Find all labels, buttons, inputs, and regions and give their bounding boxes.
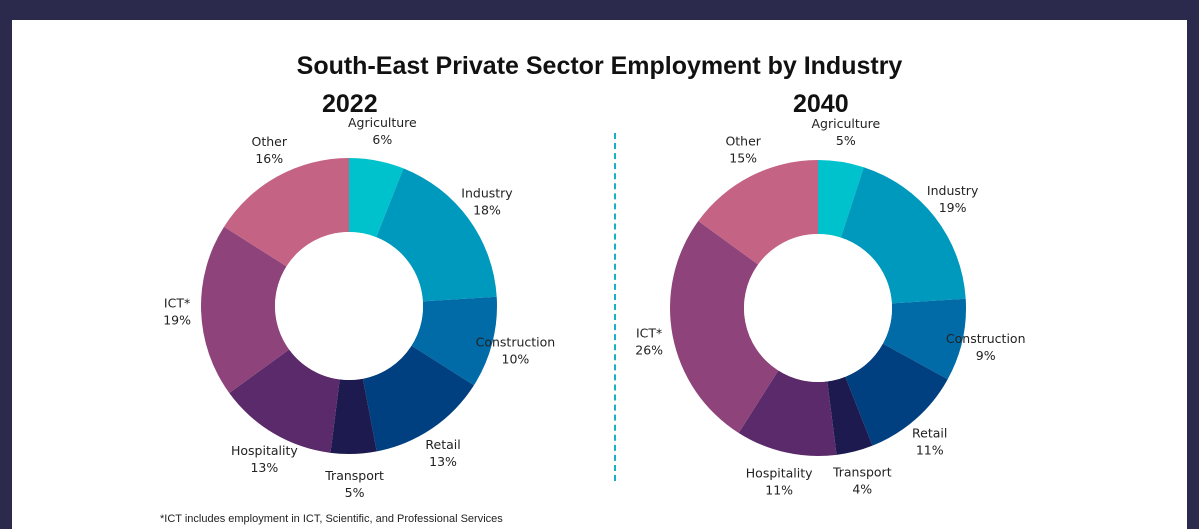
donut-chart-2022: Agriculture 6% Industry 18% Construction 10% R… xyxy=(163,115,555,500)
slice-label-ict: ICT* 19% xyxy=(163,296,191,328)
category-label: Industry xyxy=(461,185,513,200)
donut-charts: Agriculture 6% Industry 18% Construction 10% R… xyxy=(163,115,1025,500)
value-label: 5% xyxy=(836,133,856,148)
value-label: 13% xyxy=(250,460,278,475)
category-label: Transport xyxy=(324,468,384,483)
value-label: 19% xyxy=(939,200,967,215)
chart-frame: South-East Private Sector Employment by … xyxy=(12,20,1187,529)
value-label: 19% xyxy=(163,313,191,328)
category-label: Construction xyxy=(476,334,556,349)
slice-label-ict: ICT* 26% xyxy=(635,325,663,357)
value-label: 13% xyxy=(429,454,457,469)
category-label: Agriculture xyxy=(811,116,880,131)
category-label: Other xyxy=(251,134,287,149)
slice-other xyxy=(698,160,818,265)
slice-transport xyxy=(330,378,377,454)
slice-label-transport: Transport 5% xyxy=(324,468,384,500)
value-label: 10% xyxy=(502,351,530,366)
category-label: Industry xyxy=(927,183,979,198)
footnote: *ICT includes employment in ICT, Scienti… xyxy=(160,513,503,525)
category-label: Hospitality xyxy=(231,443,298,458)
slice-industry xyxy=(376,168,497,302)
slice-label-construction: Construction 9% xyxy=(946,331,1026,363)
category-label: Other xyxy=(725,133,761,148)
chart-2022-title: 2022 xyxy=(322,90,378,118)
category-label: Retail xyxy=(912,426,947,441)
value-label: 15% xyxy=(729,150,757,165)
slice-label-other: Other 15% xyxy=(725,133,761,165)
slice-label-construction: Construction 10% xyxy=(476,334,556,366)
value-label: 11% xyxy=(765,483,793,498)
slice-label-industry: Industry 18% xyxy=(461,185,513,217)
category-label: Hospitality xyxy=(746,466,813,481)
value-label: 26% xyxy=(635,342,663,357)
category-label: Transport xyxy=(832,464,892,479)
category-label: Retail xyxy=(425,437,460,452)
category-label: Agriculture xyxy=(348,115,417,130)
slice-label-retail: Retail 13% xyxy=(425,437,460,469)
slice-label-other: Other 16% xyxy=(251,134,287,166)
slice-label-agriculture: Agriculture 6% xyxy=(348,115,417,147)
slice-industry xyxy=(840,167,966,304)
value-label: 6% xyxy=(372,132,392,147)
slice-hospitality xyxy=(229,349,340,453)
slice-label-hospitality: Hospitality 13% xyxy=(231,443,298,475)
slice-label-transport: Transport 4% xyxy=(832,464,892,496)
value-label: 9% xyxy=(976,348,996,363)
slice-label-industry: Industry 19% xyxy=(927,183,979,215)
slice-label-hospitality: Hospitality 11% xyxy=(746,466,813,498)
category-label: ICT* xyxy=(164,296,190,311)
slice-ict xyxy=(201,226,290,393)
value-label: 18% xyxy=(473,202,501,217)
slice-transport xyxy=(827,376,873,455)
chart-2040-title: 2040 xyxy=(793,90,849,118)
value-label: 16% xyxy=(255,151,283,166)
slice-construction xyxy=(411,296,497,386)
slice-ict xyxy=(670,221,779,433)
slice-label-agriculture: Agriculture 5% xyxy=(811,116,880,148)
slice-agriculture xyxy=(349,158,404,238)
slice-retail xyxy=(845,343,948,446)
donut-hole xyxy=(275,232,423,380)
slice-retail xyxy=(362,345,474,452)
slice-construction xyxy=(882,298,966,380)
value-label: 11% xyxy=(916,443,944,458)
value-label: 4% xyxy=(852,481,872,496)
chart-divider xyxy=(614,133,616,481)
category-label: Construction xyxy=(946,331,1026,346)
slice-other xyxy=(224,158,349,267)
value-label: 5% xyxy=(345,485,365,500)
donut-chart-2040: Agriculture 5% Industry 19% Construction 9% Re… xyxy=(635,116,1025,498)
slice-hospitality xyxy=(738,370,837,456)
slice-agriculture xyxy=(818,160,864,238)
chart-title: South-East Private Sector Employment by … xyxy=(296,52,903,80)
donut-hole xyxy=(744,234,892,382)
category-label: ICT* xyxy=(636,325,662,340)
slice-label-retail: Retail 11% xyxy=(912,426,947,458)
